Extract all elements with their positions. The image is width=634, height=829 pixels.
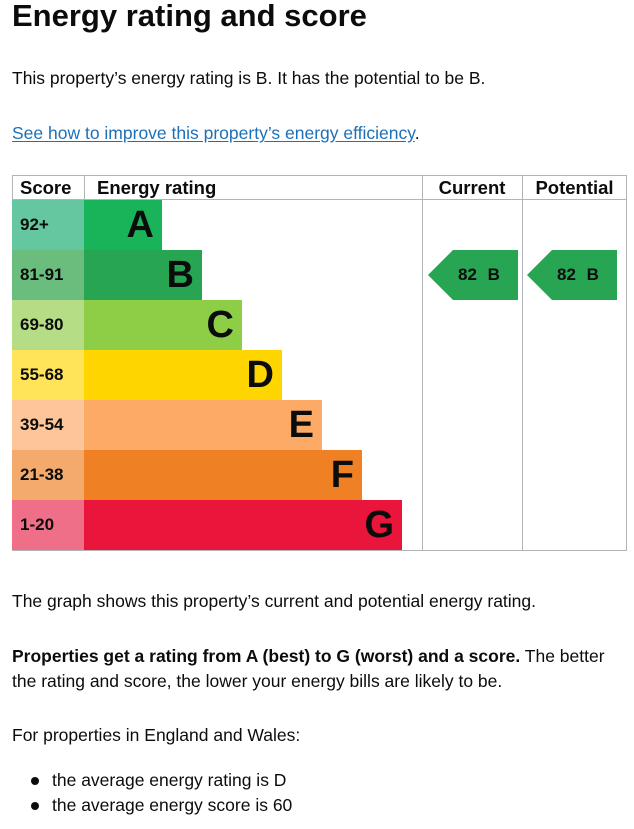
band-bar-c: C [84,300,242,350]
band-bar-a: A [84,200,162,250]
band-bar-b: B [84,250,202,300]
current-rating-arrow-polygon [428,250,518,300]
band-score-b: 81-91 [12,250,84,300]
current-rating-arrow-shape [428,250,518,300]
band-score-c: 69-80 [12,300,84,350]
band-bar-g: G [84,500,402,550]
rating-explanation-rest: The better the rating and score, the low… [12,646,605,691]
link-suffix: . [414,123,420,143]
potential-rating-arrow-polygon [527,250,617,300]
band-bar-f: F [84,450,362,500]
rating-explanation: Properties get a rating from A (best) to… [12,644,632,694]
averages-list: the average energy rating is D the avera… [30,768,292,818]
chart-bottom-border [12,550,627,551]
current-rating-arrow: 82 B [428,250,518,300]
potential-rating-arrow-label: 82 B [557,265,599,284]
list-item: the average energy score is 60 [30,793,292,818]
page-title: Energy rating and score [12,0,367,33]
band-score-d: 55-68 [12,350,84,400]
improve-efficiency-link[interactable]: See how to improve this property’s energ… [12,123,415,143]
chart-header-divider [12,199,627,200]
current-rating-arrow-label: 82 B [458,265,500,284]
improve-link-paragraph: See how to improve this property’s energ… [12,121,420,146]
graph-note: The graph shows this property’s current … [12,591,537,611]
rating-intro: This property’s energy rating is B. It h… [12,68,486,88]
chart-current-divider [422,175,423,551]
energy-rating-chart: Score Energy rating Current Potential 92… [12,175,627,551]
band-bar-d: D [84,350,282,400]
header-potential: Potential [535,177,614,198]
band-score-g: 1-20 [12,500,84,550]
potential-rating-arrow: 82 B [527,250,617,300]
header-current: Current [438,177,506,198]
band-bar-e: E [84,400,322,450]
band-score-f: 21-38 [12,450,84,500]
band-score-e: 39-54 [12,400,84,450]
header-score: Score [20,177,72,198]
list-item: the average energy rating is D [30,768,292,793]
chart-score-divider [84,175,85,200]
band-score-a: 92+ [12,200,84,250]
region-text: For properties in England and Wales: [12,725,301,745]
potential-rating-arrow-shape [527,250,617,300]
chart-potential-divider [522,175,523,551]
chart-top-border [12,175,627,176]
chart-right-border [626,175,627,551]
rating-explanation-bold: Properties get a rating from A (best) to… [12,646,521,666]
header-energy-rating: Energy rating [97,177,217,198]
